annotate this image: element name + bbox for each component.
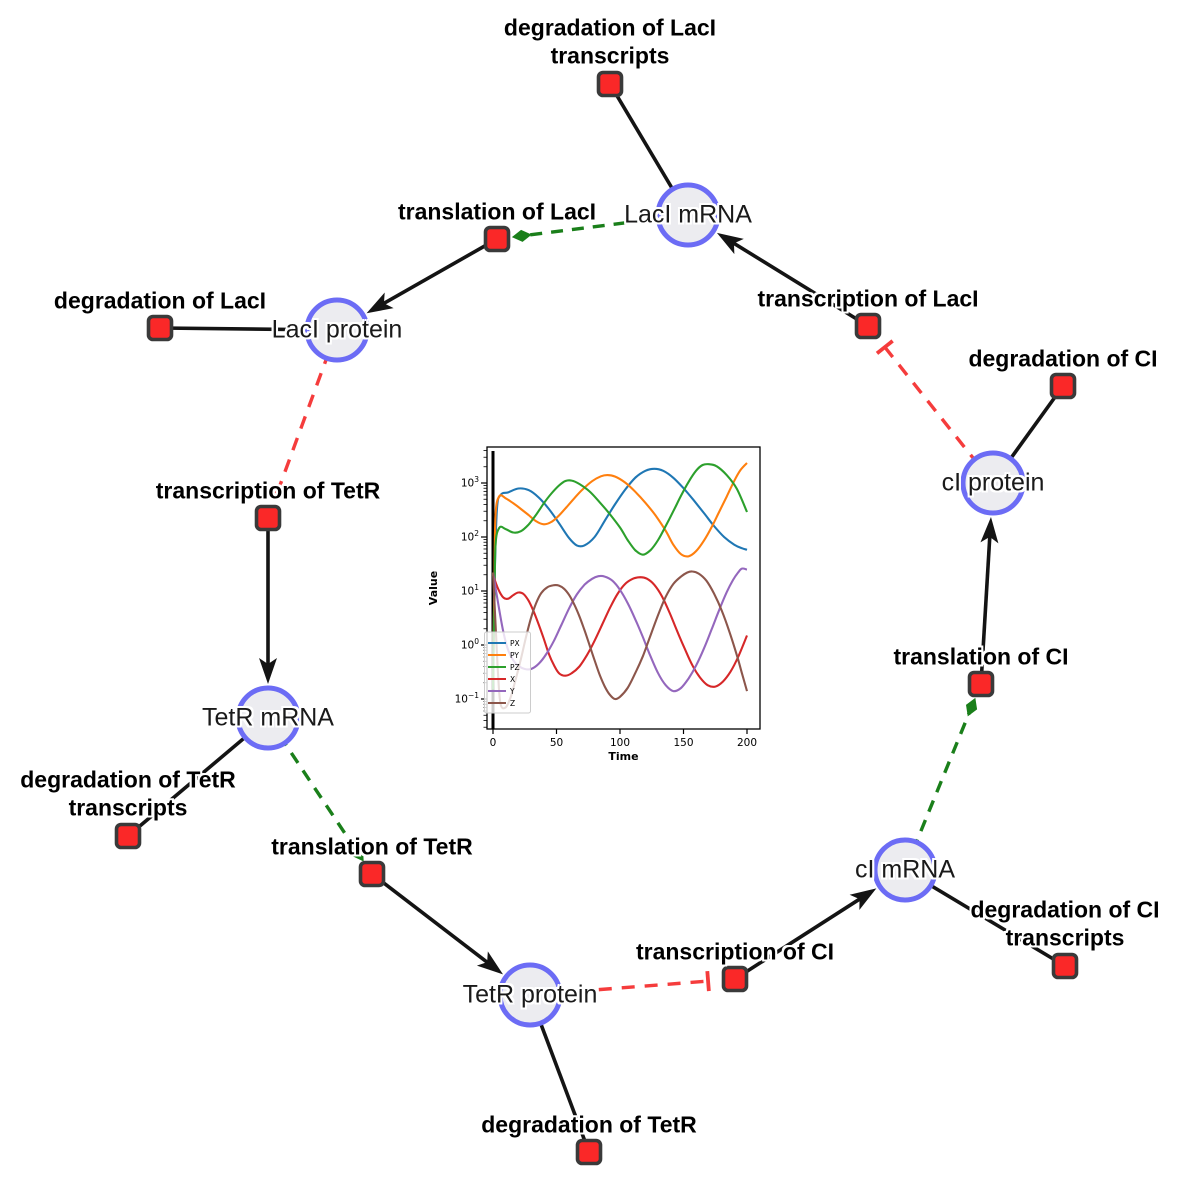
edge-translation-of-tetr-tetr-protein [370,872,504,975]
svg-text:PY: PY [510,651,519,660]
reaction-node-degradation-of-laci[interactable] [146,314,174,342]
reaction-node-degradation-of-tetr[interactable] [575,1138,603,1166]
svg-text:150: 150 [673,737,693,749]
inset-chart: 0 50 100 150 20010−1100101102103TimeValuePXP… [427,446,761,760]
svg-text:10−1: 10−1 [455,691,480,706]
edge-translation-of-ci-ci-protein [979,516,999,685]
y-axis-label: Value [427,571,440,605]
svg-text:103: 103 [461,475,479,490]
svg-text:200: 200 [737,737,757,749]
svg-text:PZ: PZ [510,663,520,672]
svg-text:100: 100 [610,737,630,749]
reaction-node-transcription-of-laci[interactable] [854,312,882,340]
edge-transcription-of-ci-ci-mrna [734,888,877,981]
species-node-laci-protein[interactable] [304,297,370,363]
chart-axes: 0 50 100 150 200 10−1 100 101 102 103 [455,446,761,749]
svg-text:Y: Y [509,687,515,696]
svg-text:100: 100 [461,637,479,652]
reaction-node-degradation-of-ci[interactable] [1049,372,1077,400]
reaction-node-degradation-of-ci-transcripts[interactable] [1051,952,1079,980]
reaction-node-degradation-of-laci-transcripts[interactable] [596,70,624,98]
species-node-ci-mrna[interactable] [872,837,938,903]
species-node-tetr-protein[interactable] [497,962,563,1028]
reaction-node-transcription-of-ci[interactable] [721,965,749,993]
chart-legend: PX PY PZ XYZ [484,631,531,714]
edge-transcription-of-tetr-tetr-mrna [259,518,277,684]
reaction-node-degradation-of-tetr-transcripts[interactable] [114,822,142,850]
svg-text:101: 101 [461,583,479,598]
reaction-node-translation-of-laci[interactable] [483,225,511,253]
species-node-tetr-mrna[interactable] [235,685,301,751]
x-axis-label: Time [608,750,638,760]
svg-text:Z: Z [510,699,515,708]
series-PZ [491,463,748,690]
edge-transcription-of-laci-laci-mrna [716,232,869,328]
species-node-laci-mrna[interactable] [655,182,721,248]
svg-text:PX: PX [510,639,520,648]
reaction-node-translation-of-ci[interactable] [967,670,995,698]
reaction-node-transcription-of-tetr[interactable] [254,504,282,532]
svg-text:X: X [510,675,515,684]
svg-text:0: 0 [490,737,497,749]
svg-text:102: 102 [461,529,479,544]
svg-text:50: 50 [550,737,563,749]
species-node-ci-protein[interactable] [960,450,1026,516]
series-PX [491,467,748,690]
reaction-node-translation-of-tetr[interactable] [358,860,386,888]
series-PY [491,462,748,690]
series-X [492,574,748,688]
edge-translation-of-laci-laci-protein [366,237,498,314]
